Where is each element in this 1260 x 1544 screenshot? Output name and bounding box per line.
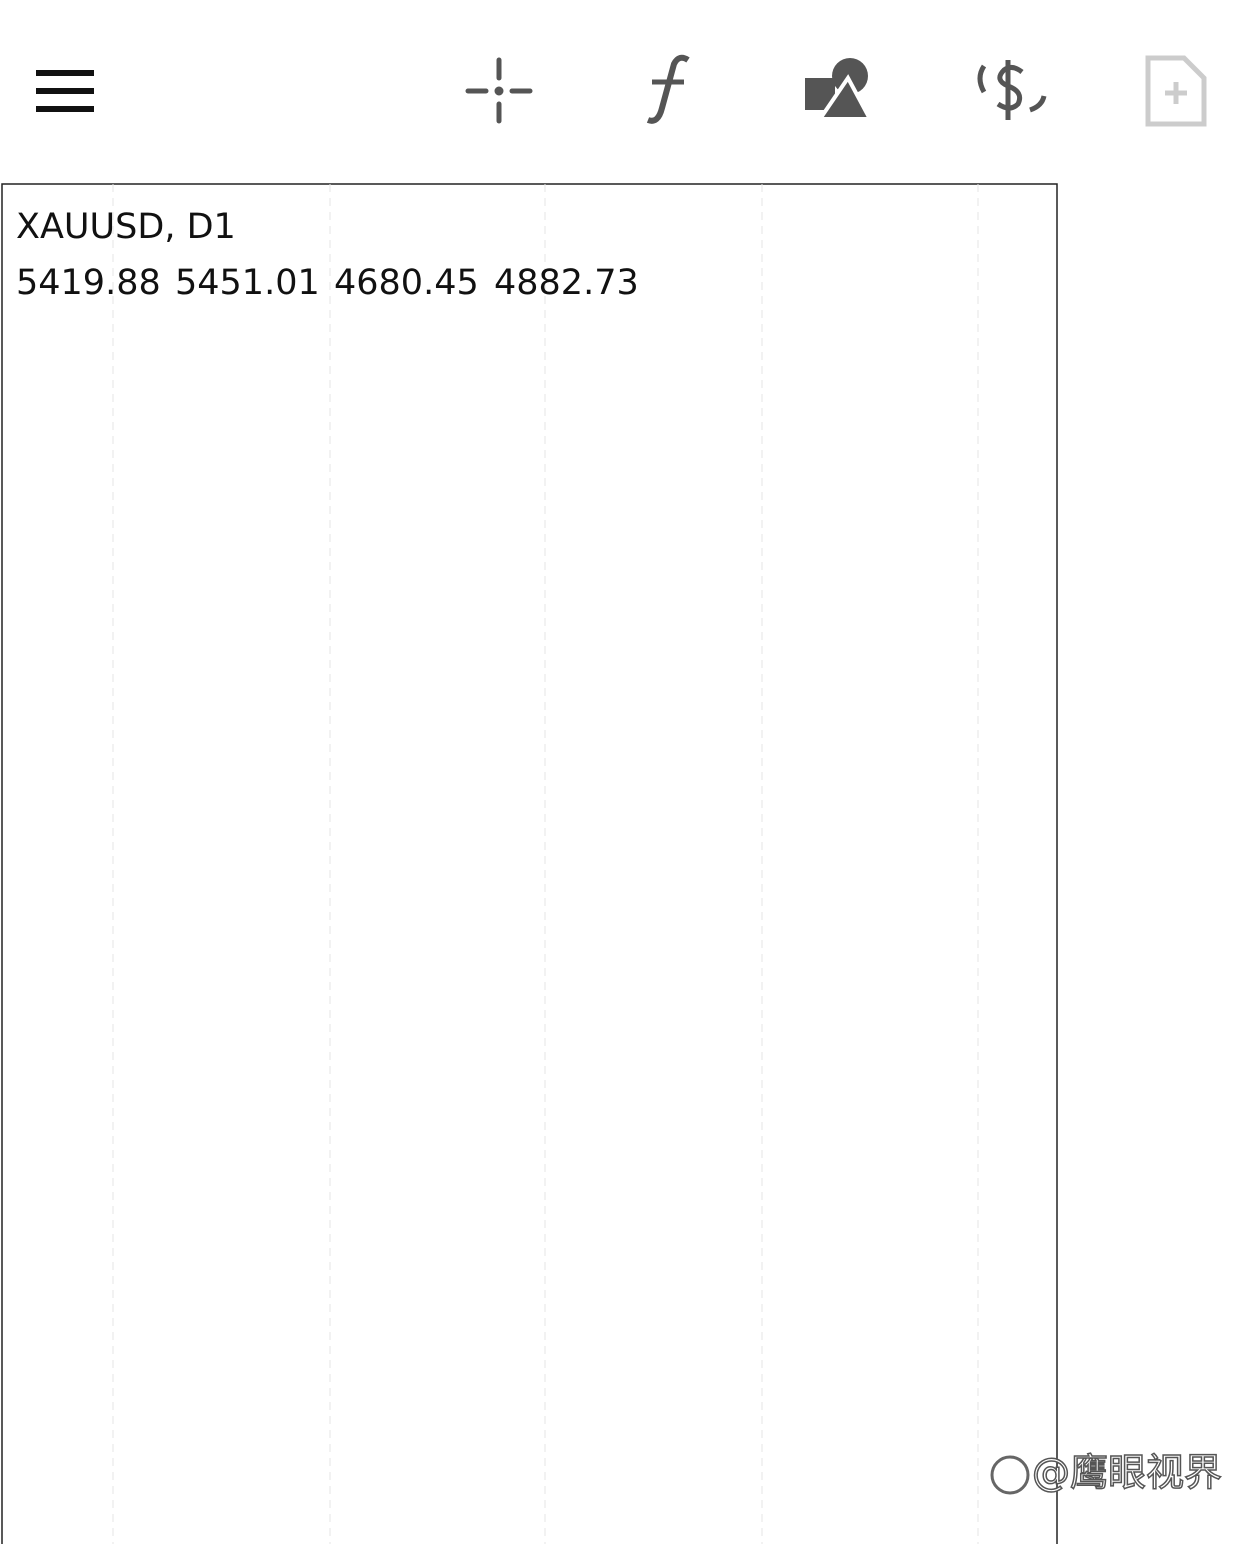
close-readout: 4882.73 [494, 263, 639, 303]
plot-frame [1, 183, 1058, 1544]
crosshair-button[interactable] [465, 57, 533, 124]
menu-button[interactable] [36, 70, 94, 112]
watermark: @鹰眼视界 [990, 1450, 1223, 1495]
open-readout: 5419.88 [16, 263, 161, 303]
chart-title: XAUUSD, D1 [16, 207, 236, 247]
vertical-grid [112, 184, 979, 1544]
trade-button[interactable] [977, 60, 1047, 120]
high-readout: 5451.01 [175, 263, 320, 303]
objects-button[interactable] [805, 58, 874, 121]
indicator-button[interactable] [646, 54, 690, 124]
ohlc-readout: 5419.88 5451.01 4680.45 4882.73 [16, 263, 639, 303]
new-order-button[interactable] [1145, 55, 1207, 127]
watermark-text: @鹰眼视界 [1032, 1451, 1222, 1495]
low-readout: 4680.45 [334, 263, 479, 303]
toolbar [36, 54, 1207, 127]
